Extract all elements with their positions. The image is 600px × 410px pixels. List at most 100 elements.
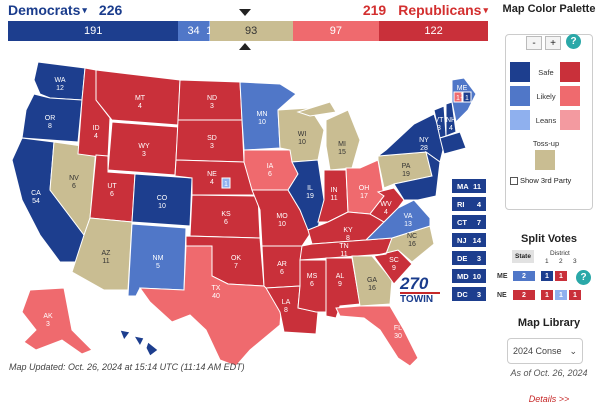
small-state-ev: 3 — [476, 253, 481, 263]
small-state-ma[interactable]: MA 11 — [452, 179, 486, 193]
state-label-mo-abbr: MO — [276, 213, 288, 220]
show-third-party-label: Show 3rd Party — [520, 176, 572, 185]
split-me-d1[interactable]: 1 — [540, 270, 554, 282]
zoom-in-button[interactable]: + — [545, 36, 561, 50]
small-state-md[interactable]: MD 10 — [452, 269, 486, 283]
map-library-select[interactable]: 2024 Conse ⌄ — [507, 338, 583, 364]
state-tx[interactable] — [138, 245, 283, 367]
split-ne-d2[interactable]: 1 — [554, 289, 568, 301]
small-state-abbr: DC — [457, 289, 468, 299]
state-label-ok-abbr: OK — [231, 255, 241, 262]
270-marker-bottom-icon — [239, 43, 251, 50]
state-label-fl-ev: 30 — [394, 333, 402, 340]
state-nc[interactable] — [373, 225, 435, 263]
state-new-england[interactable] — [439, 131, 467, 155]
republicans-dropdown[interactable]: 219 Republicans ▾ — [363, 2, 488, 18]
swatch-likely-d[interactable] — [510, 86, 530, 106]
swatch-safe-r[interactable] — [560, 62, 580, 82]
state-label-wi-abbr: WI — [298, 131, 307, 138]
small-state-de[interactable]: DE 3 — [452, 251, 486, 265]
state-ga[interactable] — [351, 255, 393, 307]
map-library-title: Map Library — [517, 317, 581, 329]
show-third-party-checkbox[interactable]: Show 3rd Party — [510, 176, 571, 185]
state-label-nd-abbr: ND — [207, 95, 217, 102]
state-label-co-abbr: CO — [157, 195, 168, 202]
state-or[interactable] — [21, 93, 83, 143]
swatch-lean-d[interactable] — [510, 110, 530, 130]
state-va[interactable] — [364, 199, 431, 241]
split-me-d2[interactable]: 1 — [554, 270, 568, 282]
state-label-in-ev: 11 — [330, 195, 337, 202]
swatch-lean-r[interactable] — [560, 110, 580, 130]
state-label-mn-abbr: MN — [257, 111, 268, 118]
state-label-nh-abbr: NH — [446, 117, 456, 124]
tally-segment-4: 97 — [292, 21, 380, 41]
swatch-safe-d[interactable] — [510, 62, 530, 82]
state-label-la-ev: 8 — [284, 307, 288, 314]
state-label-nc-abbr: NC — [407, 233, 417, 240]
split-ne-d1[interactable]: 1 — [540, 289, 554, 301]
tally-segment-0: 191 — [8, 21, 179, 41]
state-label-nv-ev: 6 — [72, 183, 76, 190]
split-help-icon[interactable]: ? — [576, 270, 591, 285]
state-label-az-ev: 11 — [102, 258, 109, 265]
chevron-down-icon: ▾ — [483, 5, 488, 15]
small-state-abbr: DE — [457, 253, 468, 263]
state-label-me-abbr: ME — [457, 85, 468, 92]
split-votes-title: Split Votes — [520, 233, 578, 245]
map-library-selected: 2024 Conse — [513, 346, 562, 356]
state-label-hi-abbr: HI — [143, 355, 150, 362]
democrats-dropdown[interactable]: Democrats ▾ 226 — [8, 2, 122, 18]
swatch-likely-r[interactable] — [560, 86, 580, 106]
state-label-ne-abbr: NE — [207, 171, 217, 178]
split-district-2: 2 — [559, 258, 563, 265]
me-district-2-label: 1 — [456, 95, 460, 102]
state-label-wv-ev: 4 — [384, 209, 388, 216]
state-label-ny-ev: 28 — [420, 145, 428, 152]
split-me-state[interactable]: 2 — [512, 270, 536, 282]
state-fl[interactable] — [335, 305, 419, 367]
state-label-mi-ev: 15 — [338, 149, 346, 156]
library-details-link[interactable]: Details >> — [528, 394, 570, 404]
state-label-nm-abbr: NM — [153, 255, 164, 262]
state-ne-district-2[interactable] — [221, 177, 231, 189]
state-hi[interactable] — [119, 329, 159, 357]
split-ne-d3[interactable]: 1 — [568, 289, 582, 301]
state-label-me-ev: 1 — [460, 93, 464, 100]
state-label-wa-abbr: WA — [54, 77, 65, 84]
state-ny[interactable] — [376, 113, 445, 163]
split-ne-state[interactable]: 2 — [512, 289, 536, 301]
state-label-ut-ev: 6 — [110, 191, 114, 198]
palette-safe-label: Safe — [538, 68, 554, 77]
help-icon[interactable]: ? — [566, 34, 581, 49]
state-label-id-abbr: ID — [93, 125, 100, 132]
palette-box — [505, 34, 593, 210]
state-me-district-1[interactable] — [462, 91, 472, 103]
state-ak[interactable] — [21, 287, 93, 355]
state-mt[interactable] — [95, 69, 181, 126]
state-label-ca-ev: 54 — [32, 198, 40, 205]
small-state-dc[interactable]: DC 3 — [452, 287, 486, 301]
state-label-mo-ev: 10 — [278, 221, 286, 228]
state-label-il-ev: 19 — [306, 193, 314, 200]
tally-segment-3: 93 — [209, 21, 293, 41]
state-nh[interactable] — [445, 101, 457, 137]
state-label-oh-ev: 17 — [360, 193, 368, 200]
state-label-nm-ev: 5 — [156, 263, 160, 270]
state-label-wa-ev: 12 — [56, 85, 64, 92]
state-ia[interactable] — [243, 149, 299, 191]
state-label-nd-ev: 3 — [210, 103, 214, 110]
palette-likely-label: Likely — [536, 92, 556, 101]
zoom-out-button[interactable]: - — [526, 36, 542, 50]
state-label-wv-abbr: WV — [380, 201, 392, 208]
electoral-tally-bar: 1913419397122 — [8, 21, 488, 41]
swatch-tossup[interactable] — [535, 150, 555, 170]
state-wv[interactable] — [369, 187, 405, 223]
state-me-district-2[interactable] — [453, 91, 463, 103]
small-state-ri[interactable]: RI 4 — [452, 197, 486, 211]
state-mid-atlantic[interactable] — [393, 150, 441, 201]
small-state-ct[interactable]: CT 7 — [452, 215, 486, 229]
state-label-wy-abbr: WY — [138, 143, 150, 150]
small-state-nj[interactable]: NJ 14 — [452, 233, 486, 247]
state-label-ms-ev: 6 — [310, 281, 314, 288]
